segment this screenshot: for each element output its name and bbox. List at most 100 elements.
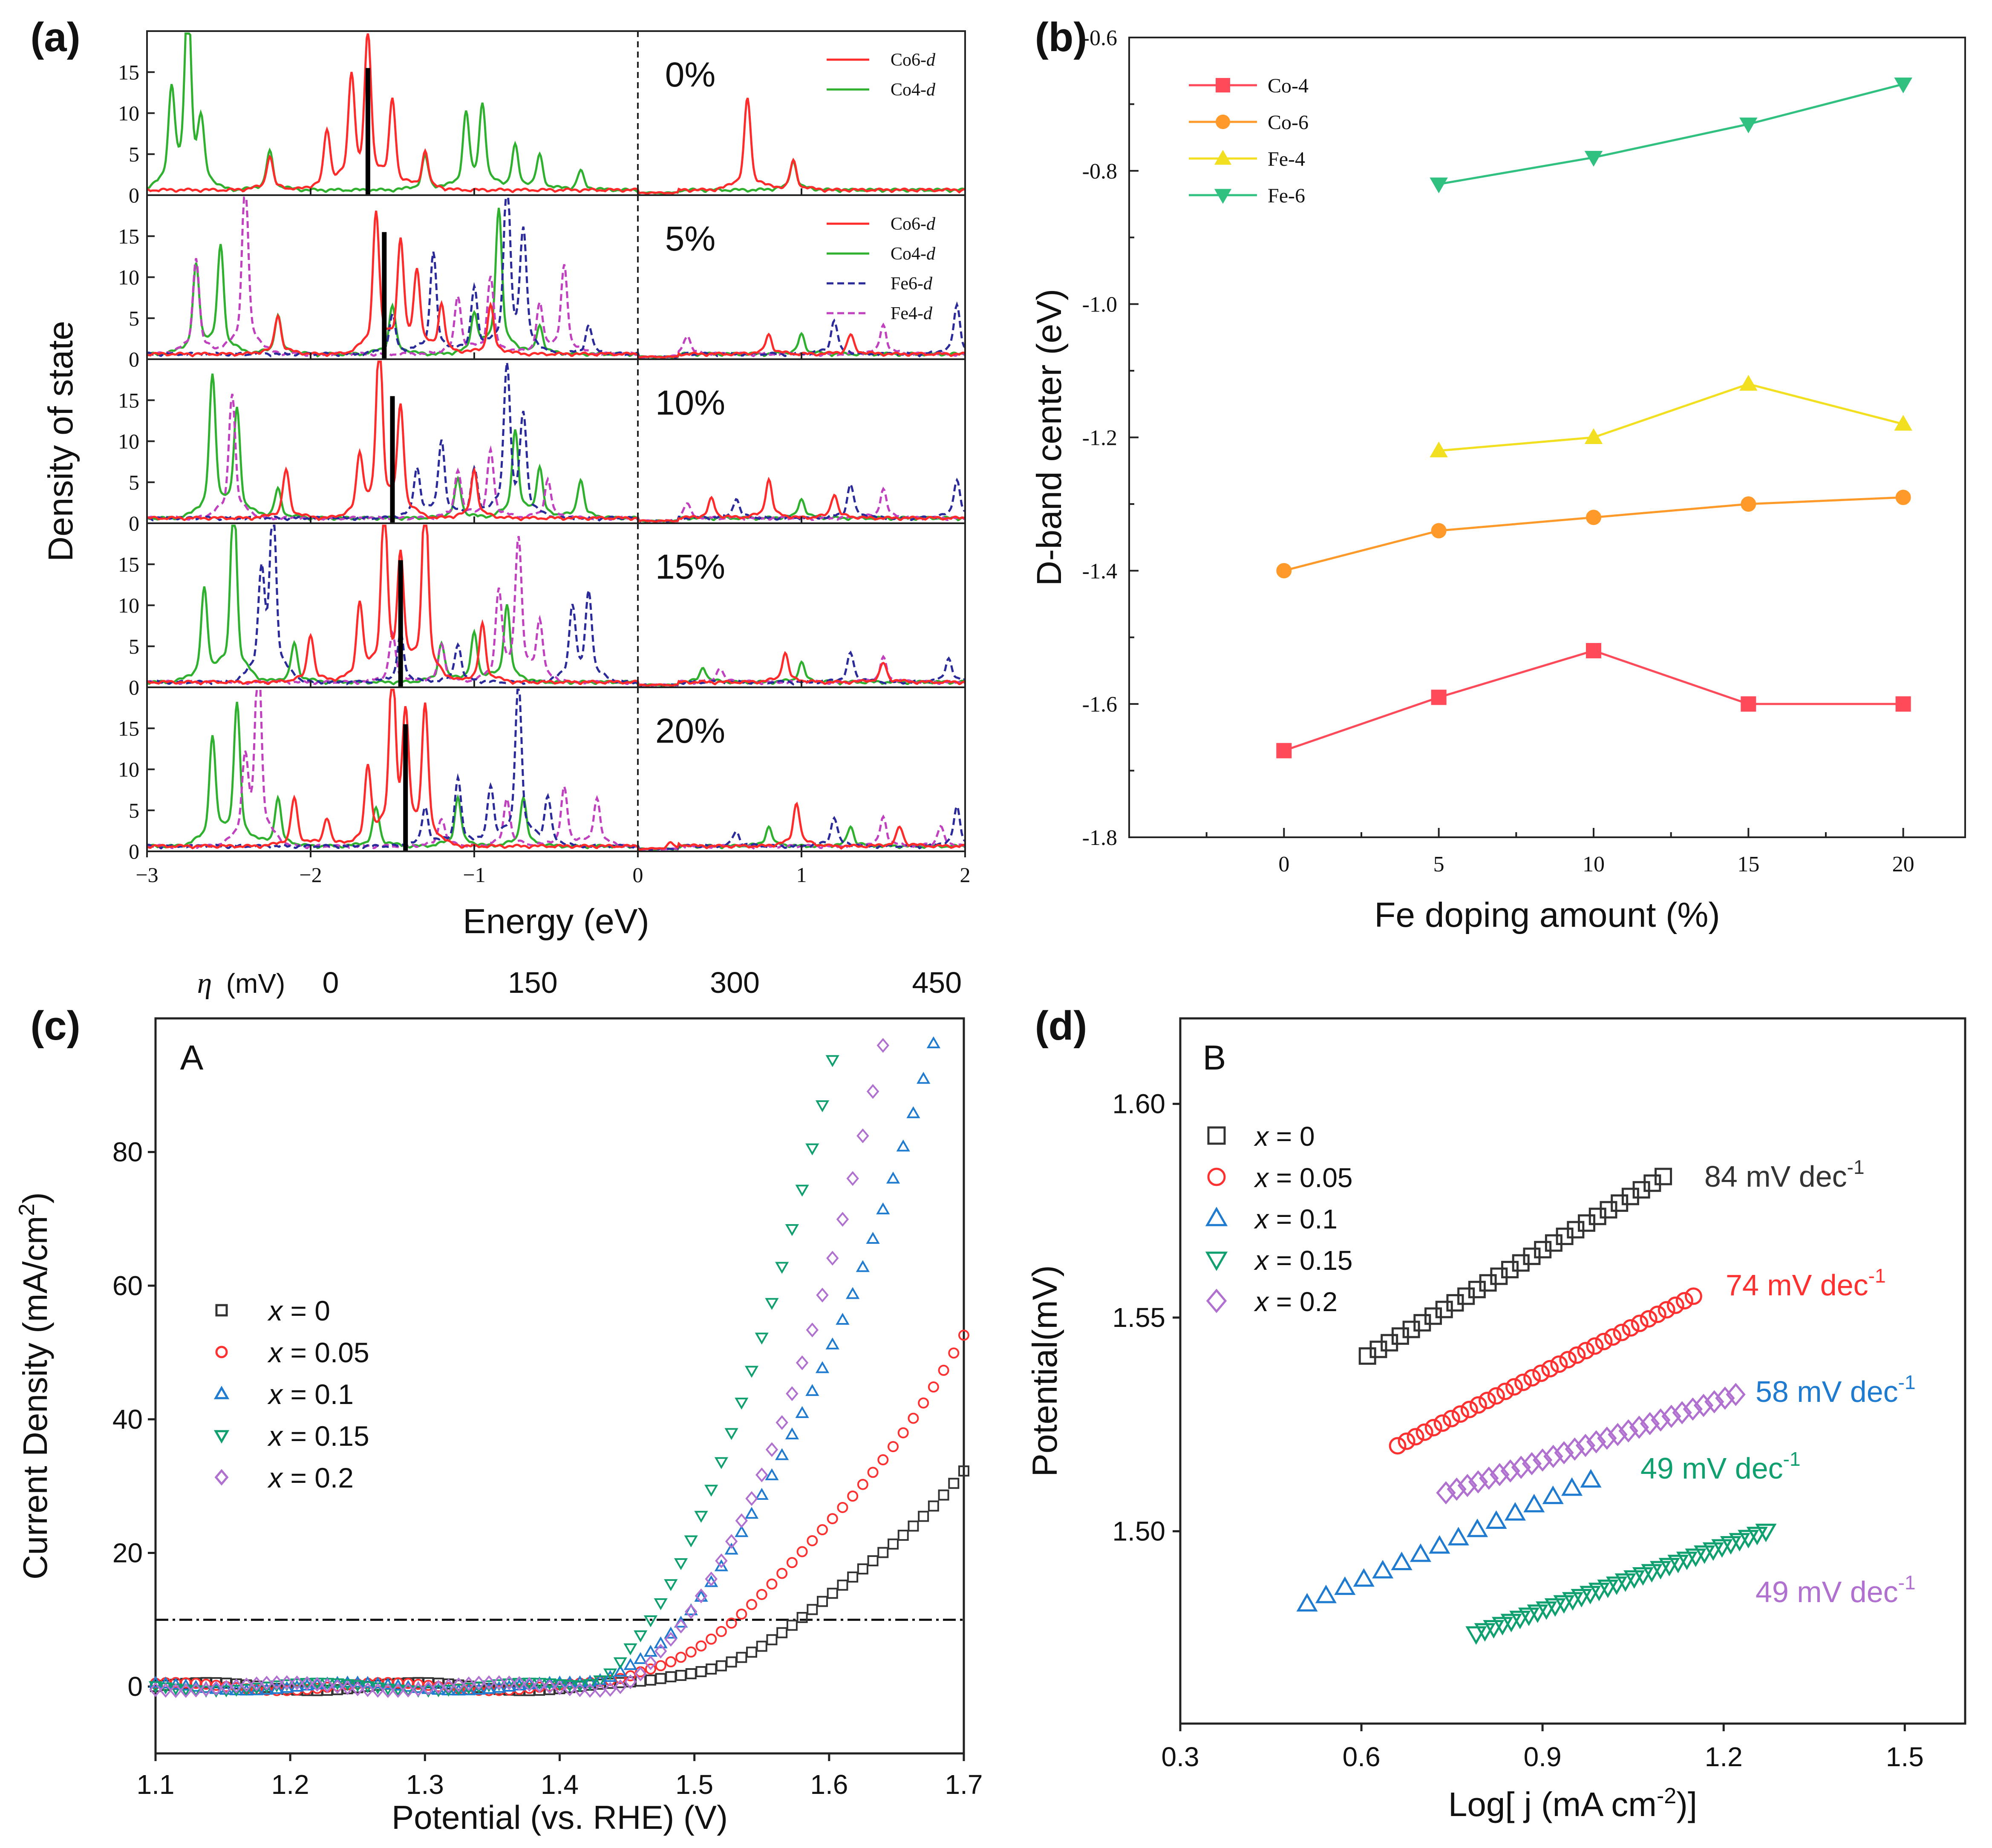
data-point bbox=[786, 1386, 799, 1401]
data-point bbox=[1672, 1401, 1692, 1424]
data-point bbox=[1580, 1586, 1601, 1605]
doping-label: 0% bbox=[665, 55, 716, 94]
data-point bbox=[776, 1627, 788, 1638]
data-point bbox=[614, 1673, 626, 1684]
data-point bbox=[1500, 1614, 1522, 1632]
y-tick-label: 5 bbox=[129, 142, 139, 166]
data-point bbox=[1711, 1539, 1733, 1558]
data-point bbox=[917, 1072, 931, 1084]
y-axis-title: Current Density (mA/cm2) bbox=[14, 1192, 54, 1580]
data-point bbox=[755, 1332, 769, 1345]
dos-curve-co4 bbox=[147, 32, 966, 195]
x-tick-label: 0 bbox=[633, 863, 643, 887]
data-point bbox=[1715, 1386, 1735, 1410]
legend-marker bbox=[1216, 115, 1230, 129]
data-point bbox=[1457, 1474, 1477, 1497]
x-tick-label: 1.6 bbox=[810, 1769, 848, 1800]
data-point bbox=[1618, 1419, 1638, 1443]
subpanel-frame bbox=[146, 358, 966, 524]
legend-marker bbox=[213, 1386, 230, 1399]
data-point bbox=[1726, 1383, 1746, 1406]
data-point bbox=[462, 1676, 475, 1692]
data-point bbox=[1296, 1593, 1318, 1612]
dos-curve-co4 bbox=[147, 701, 966, 851]
y-tick-label: 5 bbox=[129, 634, 139, 658]
tafel-slope-label: 74 mV dec-1 bbox=[1726, 1265, 1886, 1302]
y-tick-label: 10 bbox=[118, 101, 139, 125]
data-point bbox=[1661, 1404, 1681, 1428]
data-point bbox=[888, 1538, 899, 1550]
data-point bbox=[1739, 117, 1758, 133]
data-point bbox=[1729, 1533, 1750, 1552]
data-point bbox=[1738, 1530, 1759, 1548]
data-point bbox=[938, 1489, 949, 1501]
x-tick-label: 0.6 bbox=[1343, 1741, 1381, 1772]
data-point bbox=[523, 1677, 536, 1692]
data-point bbox=[1597, 1580, 1619, 1598]
legend: x = 0x = 0.05x = 0.1x = 0.15x = 0.2 bbox=[1205, 1121, 1353, 1317]
x-tick-label: 1.7 bbox=[945, 1769, 983, 1800]
data-point bbox=[795, 1185, 809, 1197]
data-point bbox=[1629, 1416, 1649, 1439]
legend-label: x = 0.1 bbox=[267, 1378, 354, 1410]
x-tick-label: 1 bbox=[796, 863, 807, 887]
series-x-0.2: 49 mV dec-1 bbox=[1436, 1383, 1916, 1609]
data-point bbox=[776, 1568, 788, 1579]
legend-marker bbox=[1214, 150, 1232, 165]
data-point bbox=[583, 1683, 597, 1698]
data-point bbox=[664, 1632, 677, 1647]
data-point bbox=[169, 1683, 182, 1698]
y-axis-title: Potential(mV) bbox=[1026, 1265, 1064, 1477]
dos-curve-fe4 bbox=[146, 536, 966, 687]
panel-inner-label-B: B bbox=[1203, 1038, 1226, 1077]
data-point bbox=[736, 1652, 747, 1663]
data-point bbox=[1391, 1551, 1413, 1570]
dos-curve-fe6 bbox=[146, 525, 965, 687]
panel-label-c: (c) bbox=[30, 1003, 80, 1049]
data-point bbox=[1622, 1319, 1640, 1337]
data-point bbox=[1474, 1623, 1496, 1642]
data-point bbox=[563, 1675, 577, 1688]
data-point bbox=[664, 1579, 678, 1591]
data-point bbox=[583, 1679, 597, 1691]
data-point bbox=[190, 1683, 202, 1698]
data-point bbox=[1424, 1418, 1442, 1436]
data-point bbox=[1467, 1518, 1488, 1537]
data-point bbox=[1542, 1485, 1564, 1504]
eta-symbol: η bbox=[197, 967, 212, 1000]
data-point bbox=[624, 1674, 637, 1689]
data-point bbox=[1276, 563, 1292, 579]
data-point bbox=[685, 1646, 697, 1658]
data-point bbox=[756, 1640, 767, 1652]
dos-curve-fe6 bbox=[147, 362, 966, 523]
data-point bbox=[1704, 1390, 1724, 1414]
data-point bbox=[259, 1683, 274, 1695]
y-tick-label: 0 bbox=[129, 347, 139, 371]
legend-label: x = 0.15 bbox=[1254, 1245, 1353, 1276]
data-point bbox=[1632, 1567, 1654, 1586]
dos-curve-co6 bbox=[147, 360, 966, 523]
tafel-slope-sup: -1 bbox=[1898, 1371, 1916, 1393]
legend-value: = 0.1 bbox=[1268, 1204, 1338, 1234]
data-point bbox=[765, 1442, 778, 1457]
panel-c: (c) A 0 20 40 60 80 1.1 1.2 1.3 1.4 1.5 1.6 1.7 η (mV) 0… bbox=[14, 966, 983, 1836]
legend-value: = 0 bbox=[1268, 1121, 1315, 1152]
data-point bbox=[331, 1679, 344, 1694]
data-point bbox=[735, 1398, 749, 1410]
data-point bbox=[634, 1666, 647, 1682]
data-point bbox=[1702, 1542, 1724, 1561]
data-point bbox=[1584, 428, 1603, 444]
x-tick-label: 1.1 bbox=[137, 1769, 175, 1800]
data-point bbox=[1586, 1430, 1606, 1454]
data-point bbox=[817, 1596, 828, 1607]
data-point bbox=[1485, 1510, 1507, 1529]
data-point bbox=[806, 1322, 819, 1338]
top-axis-tick-label: 450 bbox=[912, 966, 962, 999]
data-point bbox=[1613, 1323, 1631, 1341]
data-point bbox=[280, 1675, 293, 1690]
data-point bbox=[837, 1502, 848, 1513]
data-point bbox=[351, 1675, 365, 1688]
data-point bbox=[1693, 1394, 1714, 1417]
series-x-0 bbox=[150, 1465, 969, 1696]
tafel-slope-sup: -1 bbox=[1847, 1156, 1865, 1178]
